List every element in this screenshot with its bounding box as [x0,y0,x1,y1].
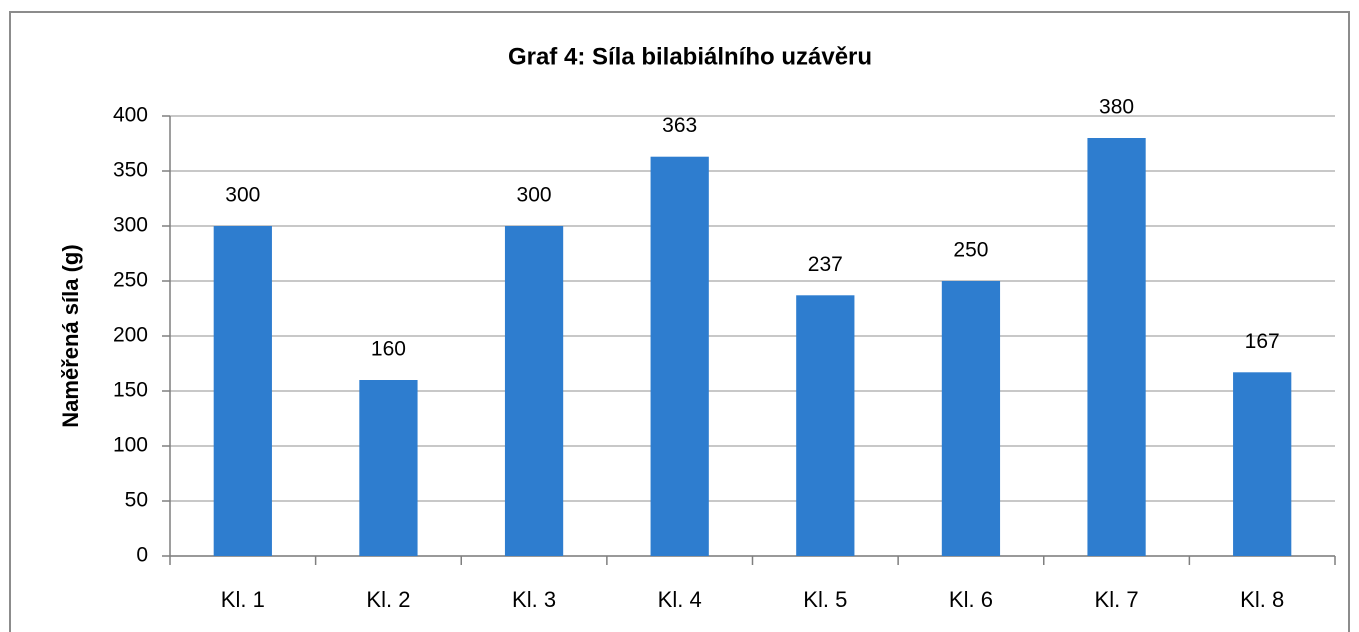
bar [650,156,709,556]
y-axis-label: Naměřená síla (g) [58,244,83,427]
x-tick-label: Kl. 2 [366,587,410,612]
bar [796,295,855,556]
y-tick-label: 100 [113,434,148,457]
x-tick-label: Kl. 8 [1240,587,1284,612]
x-tick-label: Kl. 7 [1095,587,1139,612]
y-tick-label: 400 [113,104,148,127]
y-tick-label: 0 [136,544,148,567]
data-label: 300 [225,184,260,207]
bar [941,281,1001,556]
data-label: 160 [371,338,406,361]
y-tick-label: 300 [113,214,148,237]
x-tick-label: Kl. 5 [803,587,847,612]
bar [1087,138,1146,556]
x-tick-label: Kl. 6 [949,587,993,612]
bar [359,380,418,556]
data-label: 167 [1245,330,1280,353]
bar [1233,372,1292,556]
y-tick-label: 50 [125,489,148,512]
bar [213,226,272,556]
y-tick-label: 150 [113,379,148,402]
y-tick-label: 350 [113,159,148,182]
x-tick-label: Kl. 4 [658,587,702,612]
chart-title: Graf 4: Síla bilabiálního uzávěru [508,43,872,70]
data-label: 363 [662,114,697,137]
data-label: 380 [1099,96,1134,119]
y-tick-label: 200 [113,324,148,347]
x-tick-label: Kl. 1 [221,587,265,612]
data-label: 300 [517,184,552,207]
bar [504,226,564,556]
x-tick-label: Kl. 3 [512,587,556,612]
y-tick-label: 250 [113,269,148,292]
data-label: 237 [808,253,843,276]
data-label: 250 [953,239,988,262]
